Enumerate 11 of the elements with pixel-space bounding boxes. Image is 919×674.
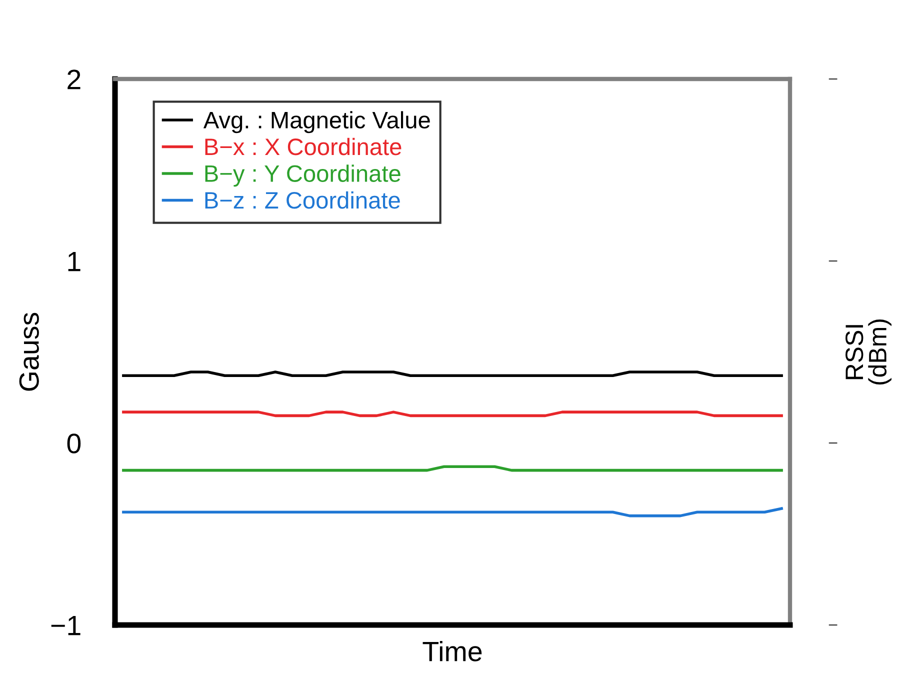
legend-label: B−y : Y Coordinate <box>205 164 400 187</box>
legend-label: B−x : X Coordinate <box>205 138 402 156</box>
y-axis-title: Gauss <box>19 312 39 391</box>
legend-label: Avg. : Magnetic Value <box>203 111 430 134</box>
x-axis-title: Time <box>422 640 482 662</box>
y2-axis-title: RSSI (dBm) <box>846 320 892 384</box>
y-tick-label: 0 <box>67 434 81 454</box>
y-tick-label: −1 <box>51 616 80 636</box>
y-tick-label: 2 <box>68 70 80 90</box>
y-tick-label: 1 <box>68 252 80 272</box>
legend-label: B−z : Z Coordinate <box>205 191 400 209</box>
